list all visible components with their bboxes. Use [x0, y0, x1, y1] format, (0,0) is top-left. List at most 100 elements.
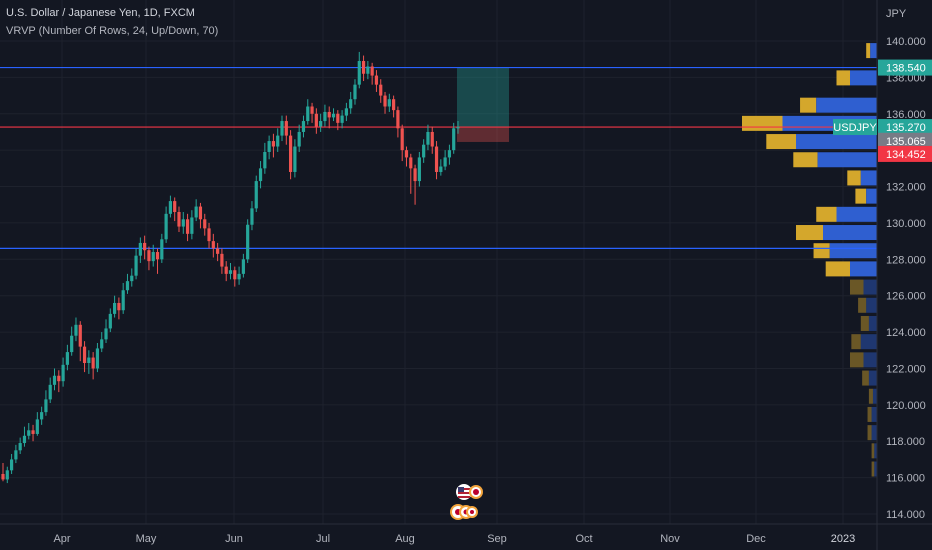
volume-bar-down: [851, 334, 861, 350]
price-tick-label: 130.000: [886, 218, 926, 230]
volume-bar-down: [793, 152, 818, 168]
price-tick-label: 118.000: [886, 436, 925, 448]
price-tick-label: 120.000: [886, 400, 926, 412]
volume-bar-up: [817, 152, 877, 168]
candle-body: [387, 99, 391, 107]
candle-body: [130, 275, 134, 282]
candle-body: [301, 121, 306, 132]
candle-body: [357, 61, 361, 85]
volume-bar-down: [867, 425, 872, 441]
volume-bar-down: [847, 170, 861, 186]
volume-bar-up: [863, 279, 877, 295]
volume-bar-down: [866, 43, 871, 59]
candle-body: [452, 128, 456, 151]
stop-price-label-bg: [878, 145, 932, 162]
candle-body: [211, 241, 215, 249]
candle-body: [361, 61, 366, 74]
candle-body: [173, 201, 177, 213]
candle-body: [91, 357, 95, 369]
symbol-badge[interactable]: USDJPY: [833, 122, 877, 134]
volume-bar-up: [874, 461, 877, 477]
candle-body: [344, 108, 348, 116]
jp-flag-dot: [470, 510, 474, 514]
candle-body: [383, 95, 387, 107]
candle-body: [44, 399, 48, 413]
volume-bar-down: [813, 243, 830, 259]
volume-bar-down: [850, 352, 864, 368]
candle-body: [78, 324, 82, 347]
volume-bar-up: [860, 170, 877, 186]
position-box[interactable]: [457, 67, 509, 142]
candle-body: [276, 135, 280, 147]
candle-body: [190, 217, 194, 234]
candle-body: [310, 106, 314, 114]
grid: [0, 0, 877, 524]
candle-body: [404, 150, 409, 158]
candle-body: [370, 66, 374, 76]
event-flags[interactable]: [450, 484, 483, 520]
candle-body: [426, 131, 430, 145]
candle-body: [113, 302, 117, 314]
time-tick-label: May: [136, 533, 157, 545]
candle-body: [331, 113, 336, 118]
time-tick-label: Apr: [53, 533, 70, 545]
symbol-title[interactable]: U.S. Dollar / Japanese Yen, 1D, FXCM: [6, 7, 195, 19]
chart-legend[interactable]: U.S. Dollar / Japanese Yen, 1D, FXCM VRV…: [6, 6, 218, 38]
candle-body: [40, 412, 44, 420]
upper-line-price-label: 138.540: [886, 63, 926, 75]
candle-body: [177, 212, 181, 227]
candle-body: [181, 219, 185, 227]
ask-price-label-bg: [878, 132, 932, 149]
candle-body: [185, 219, 190, 234]
candle-body: [70, 335, 74, 353]
volume-bar-down: [871, 443, 875, 459]
volume-bar-up: [850, 70, 877, 86]
volume-bar-up: [872, 388, 877, 404]
us-flag-stripe: [458, 492, 470, 494]
volume-bar-down: [855, 188, 867, 204]
time-tick-label: Nov: [660, 533, 680, 545]
currency-label: JPY: [886, 8, 907, 20]
candle-body: [323, 111, 327, 122]
candle-body: [14, 450, 18, 460]
volume-bar-down: [742, 115, 783, 131]
volume-bar-down: [862, 370, 869, 386]
volume-bar-up: [866, 297, 877, 313]
candle-body: [224, 266, 228, 274]
candle-body: [379, 84, 383, 96]
indicator-title[interactable]: VRVP (Number Of Rows, 24, Up/Down, 70): [6, 25, 219, 37]
time-tick-label: Aug: [395, 533, 415, 545]
price-tick-label: 126.000: [886, 291, 926, 303]
us-flag-canton: [458, 487, 464, 492]
stop-zone[interactable]: [457, 127, 509, 142]
candle-body: [297, 131, 301, 147]
candle-body: [271, 141, 276, 147]
candle-body: [82, 346, 87, 364]
candle-body: [22, 435, 27, 444]
volume-bar-down: [766, 134, 796, 150]
price-labels: 138.540USDJPY135.27005:06:34135.065134.4…: [833, 59, 932, 162]
candle-body: [288, 135, 293, 172]
candle-body: [194, 206, 198, 218]
candle-body: [216, 248, 220, 254]
candle-body: [48, 384, 52, 400]
target-zone[interactable]: [457, 67, 509, 128]
candle-body: [241, 259, 245, 274]
candle-body: [434, 146, 439, 172]
price-tick-label: 114.000: [886, 509, 925, 521]
time-axis[interactable]: Apr May Jun Jul Aug Sep Oct Nov Dec 2023: [53, 533, 855, 545]
volume-profile: [742, 43, 877, 477]
volume-bar-up: [866, 188, 877, 204]
volume-bar-up: [871, 425, 877, 441]
candle-body: [258, 168, 263, 182]
candle-body: [327, 111, 331, 118]
candle-body: [267, 141, 271, 152]
candle-body: [220, 253, 224, 267]
candle-body: [31, 430, 35, 434]
volume-bar-up: [829, 243, 877, 259]
candle-body: [143, 242, 147, 251]
candle-body: [392, 99, 396, 111]
candle-body: [413, 168, 417, 182]
